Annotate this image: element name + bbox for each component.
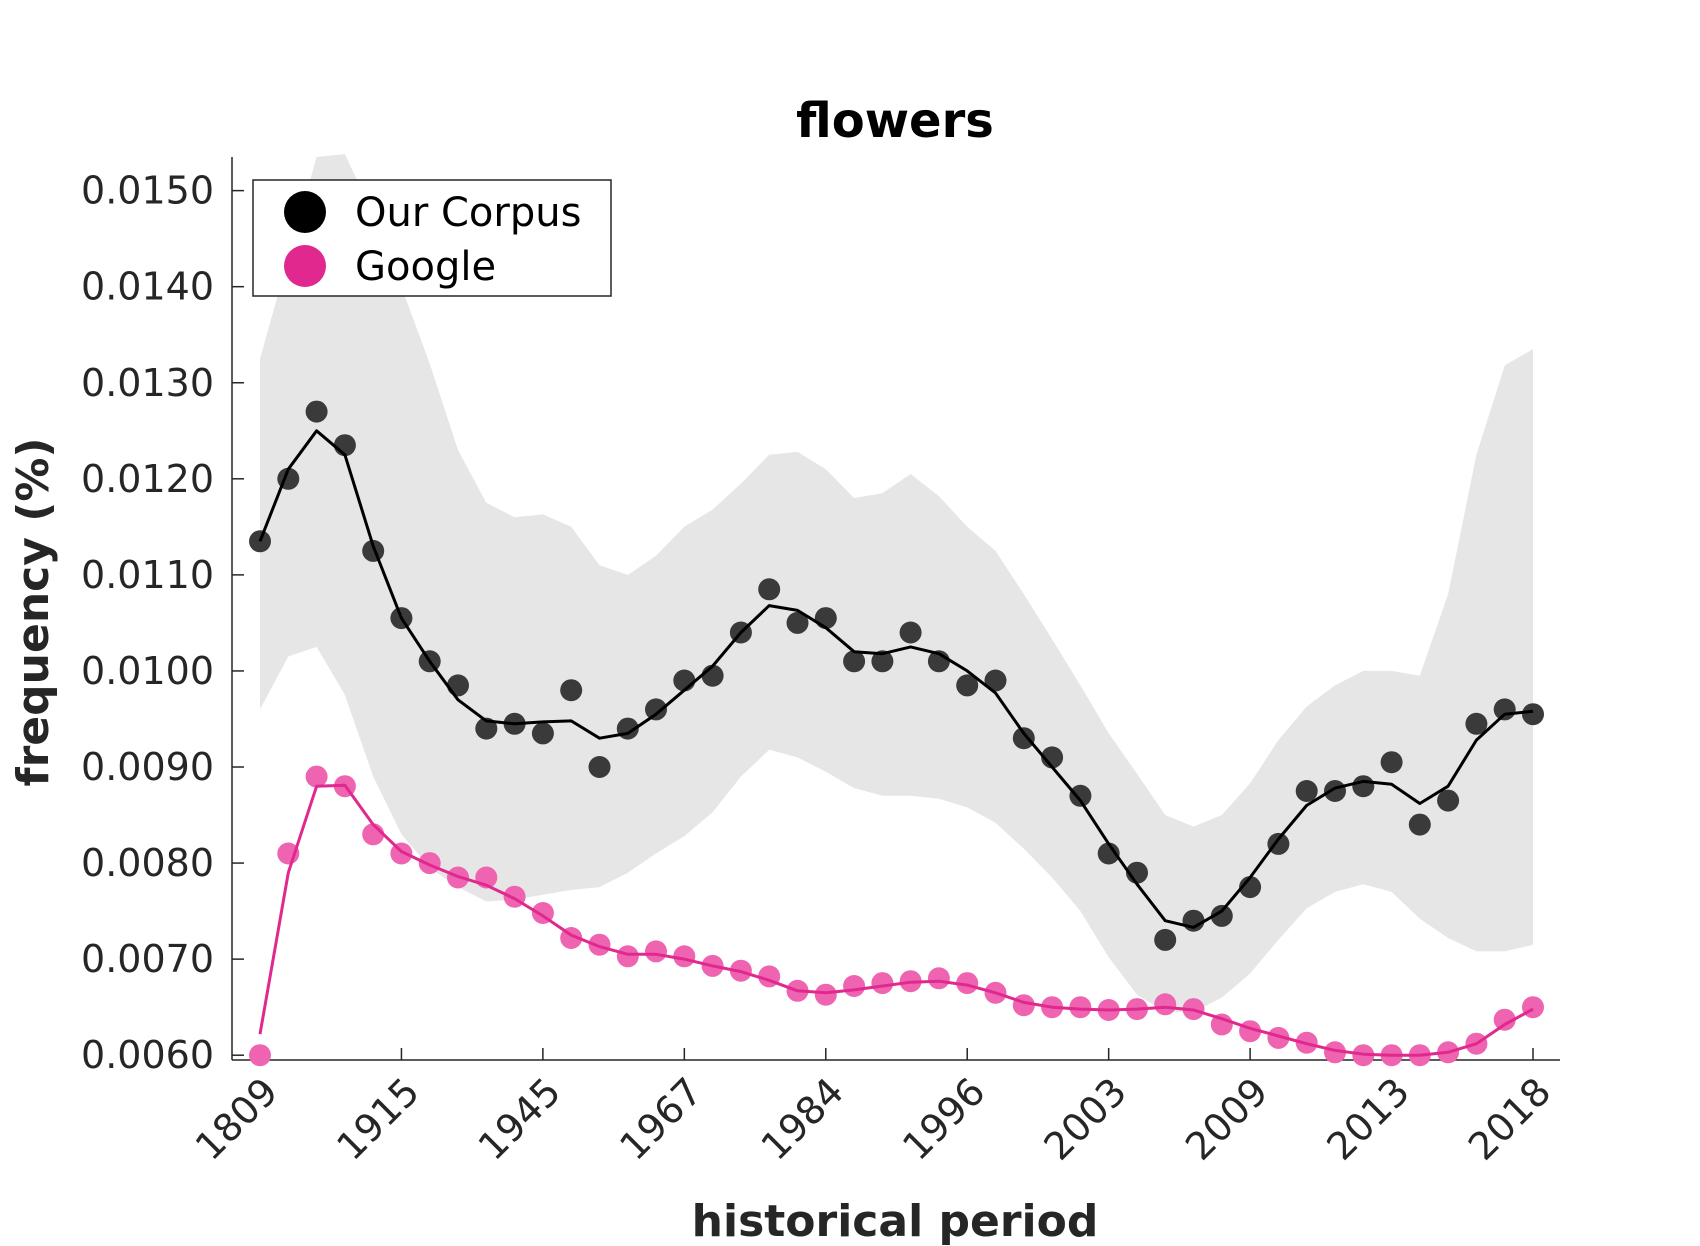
data-point-our-corpus <box>1324 780 1346 802</box>
trend-line-our-corpus <box>258 429 1534 929</box>
data-point-google <box>843 975 866 997</box>
x-tick-label: 1996 <box>894 1069 994 1169</box>
y-tick-label: 0.0140 <box>81 265 214 309</box>
data-point-google <box>1154 993 1177 1016</box>
chart-title: flowers <box>796 93 994 149</box>
data-point-our-corpus <box>843 650 866 673</box>
y-tick-label: 0.0060 <box>81 1033 214 1077</box>
data-point-our-corpus <box>1493 698 1516 721</box>
data-point-our-corpus <box>1069 784 1092 807</box>
data-point-google <box>645 940 667 963</box>
data-point-our-corpus <box>1154 928 1177 951</box>
y-tick-label: 0.0080 <box>81 841 214 885</box>
data-point-our-corpus <box>1097 842 1120 865</box>
data-point-our-corpus <box>1408 813 1431 836</box>
y-axis-title: frequency (%) <box>8 437 59 786</box>
data-point-our-corpus <box>758 578 781 601</box>
data-point-google <box>418 852 441 875</box>
y-tick-label: 0.0120 <box>81 457 214 501</box>
data-point-our-corpus <box>673 669 696 692</box>
data-point-google <box>1267 1026 1290 1049</box>
data-point-our-corpus <box>1267 832 1290 855</box>
data-point-google <box>1324 1041 1346 1064</box>
data-point-our-corpus <box>1210 904 1233 927</box>
data-point-our-corpus <box>1239 876 1262 899</box>
x-tick-label: 1984 <box>753 1069 853 1169</box>
legend-marker-google <box>284 245 326 287</box>
x-axis-title: historical period <box>692 1196 1099 1246</box>
data-point-our-corpus <box>786 611 809 634</box>
data-point-google <box>927 967 950 990</box>
data-point-our-corpus <box>1465 712 1488 735</box>
data-point-our-corpus <box>984 669 1007 692</box>
corpus-confidence-band <box>260 154 1533 1013</box>
data-point-our-corpus <box>305 400 328 423</box>
y-tick-label: 0.0150 <box>81 169 214 213</box>
data-point-our-corpus <box>1295 780 1318 802</box>
data-point-our-corpus <box>645 698 667 721</box>
y-tick-label: 0.0130 <box>81 361 214 405</box>
x-tick-label: 1945 <box>470 1069 570 1169</box>
x-tick-label: 2003 <box>1036 1069 1136 1169</box>
legend-label-our-corpus: Our Corpus <box>355 190 581 236</box>
data-point-our-corpus <box>1522 703 1544 726</box>
y-tick-label: 0.0110 <box>81 553 214 597</box>
x-tick-label: 2013 <box>1318 1069 1418 1169</box>
data-point-our-corpus <box>475 717 498 740</box>
x-tick-label: 2018 <box>1460 1069 1560 1169</box>
trend-line-google <box>258 783 1534 1057</box>
x-tick-label: 1809 <box>187 1069 287 1169</box>
series-our-corpus <box>249 400 1544 951</box>
data-point-our-corpus <box>588 756 611 778</box>
data-point-google <box>249 1044 271 1067</box>
data-point-google <box>305 765 328 788</box>
data-point-our-corpus <box>1380 751 1403 774</box>
data-point-our-corpus <box>531 722 554 745</box>
data-point-our-corpus <box>447 674 469 697</box>
legend-label-google: Google <box>355 244 496 290</box>
y-tick-label: 0.0100 <box>81 649 214 693</box>
data-point-our-corpus <box>560 679 583 702</box>
data-point-google <box>588 933 611 956</box>
x-tick-label: 1967 <box>611 1069 711 1169</box>
data-point-google <box>1069 996 1092 1019</box>
data-point-google <box>616 945 639 968</box>
data-point-our-corpus <box>1352 775 1375 798</box>
data-point-our-corpus <box>899 621 922 644</box>
data-point-google <box>814 983 837 1006</box>
data-point-google <box>956 972 979 995</box>
x-tick-label: 2009 <box>1177 1069 1277 1169</box>
y-tick-label: 0.0070 <box>81 937 214 981</box>
legend: Our Corpus Google <box>252 179 612 297</box>
series-google <box>249 765 1544 1067</box>
data-point-our-corpus <box>1041 746 1064 769</box>
x-tick-label: 1915 <box>328 1069 428 1169</box>
data-point-our-corpus <box>1012 727 1035 750</box>
data-point-our-corpus <box>814 607 837 630</box>
data-point-our-corpus <box>956 674 979 697</box>
data-point-our-corpus <box>871 650 894 673</box>
legend-marker-our-corpus <box>284 191 326 233</box>
data-point-google <box>1493 1008 1516 1031</box>
data-point-google <box>871 972 894 995</box>
y-tick-label: 0.0090 <box>81 745 214 789</box>
data-point-our-corpus <box>1437 789 1460 812</box>
